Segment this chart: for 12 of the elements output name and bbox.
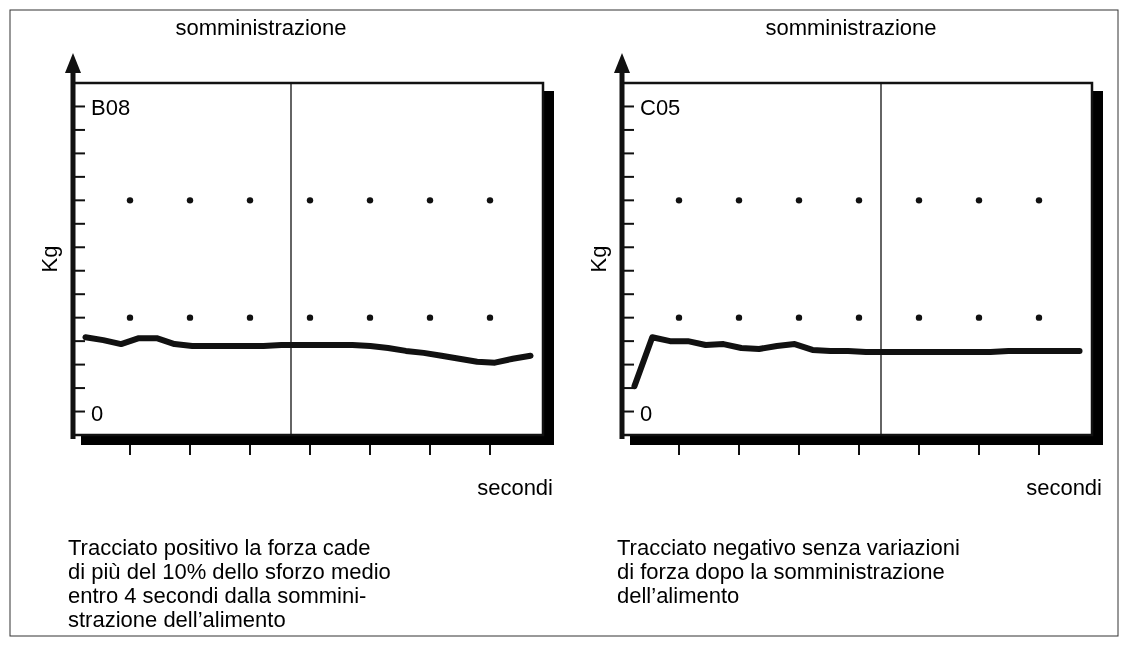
x-axis-title: secondi [477,475,553,500]
text: Tracciato negativo senza variazioni di forza dopo la somministrazione dell’alimento [617,535,960,608]
text: somministrazione [765,15,937,40]
text: somministrazione [175,15,347,40]
annotation: 0 [91,401,104,426]
annotation: 0 [640,401,653,426]
text: C05 [640,95,681,120]
y-axis-title: Kg [37,245,62,273]
text: Tracciato positivo la forza cade di più del 10% dello sforzo medio entro 4 secondi dalla sommini- strazione dell’alimento [68,535,391,632]
y-axis-title: Kg [586,245,611,273]
text: B08 [91,95,131,120]
x-axis-title: secondi [1026,475,1102,500]
